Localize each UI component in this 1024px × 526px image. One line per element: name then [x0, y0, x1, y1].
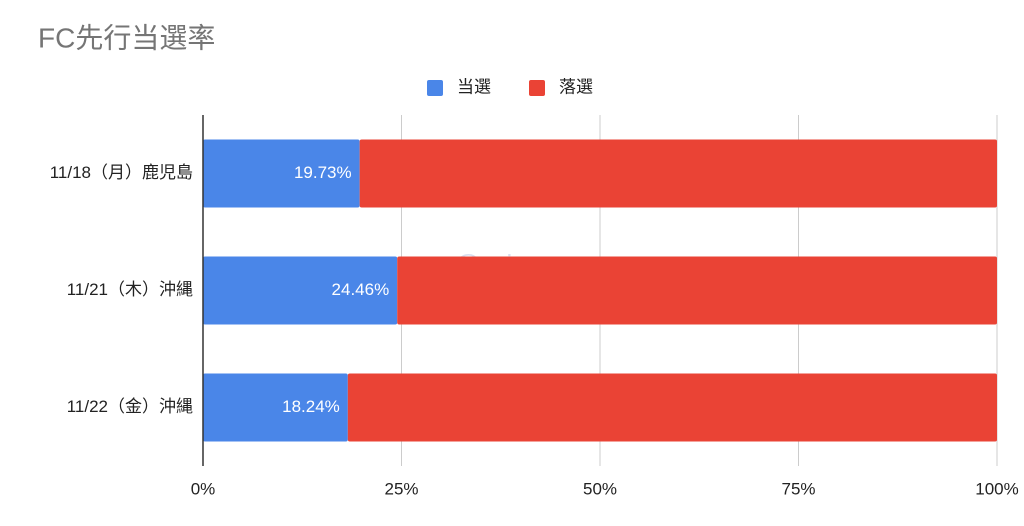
y-tick-label: 11/18（月）鹿児島 [50, 163, 193, 182]
bar-segment [359, 139, 997, 208]
x-tick-label: 50% [583, 479, 617, 498]
legend-label: 落選 [559, 77, 593, 96]
value-label: 18.24% [282, 397, 340, 416]
x-tick-label: 0% [191, 479, 216, 498]
bar-segment [203, 256, 398, 325]
bar-segment [347, 373, 998, 442]
chart-title: FC先行当選率 [38, 22, 215, 53]
legend-swatch [427, 80, 443, 96]
legend-label: 当選 [457, 77, 491, 96]
x-tick-label: 25% [384, 479, 418, 498]
legend-swatch [529, 80, 545, 96]
value-label: 19.73% [294, 163, 352, 182]
bar-segment [397, 256, 997, 325]
x-tick-label: 100% [975, 479, 1018, 498]
x-tick-label: 75% [781, 479, 815, 498]
bar-segment [203, 139, 360, 208]
value-label: 24.46% [332, 280, 390, 299]
y-tick-label: 11/22（金）沖縄 [67, 397, 193, 416]
bar-segment [203, 373, 348, 442]
y-tick-label: 11/21（木）沖縄 [67, 280, 193, 299]
